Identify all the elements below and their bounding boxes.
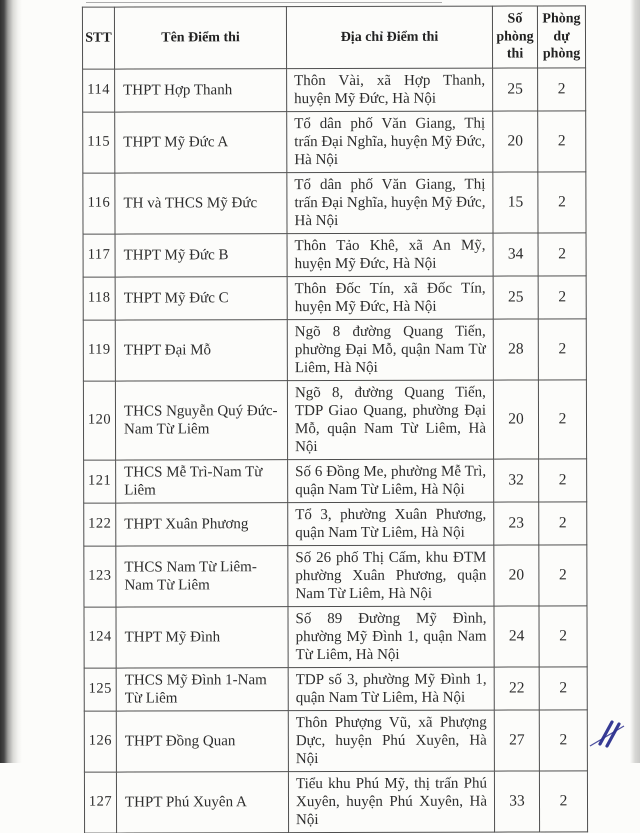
cell-address: Tổ 3, phường Xuân Phương, quận Nam Từ Li… xyxy=(287,501,494,546)
cell-rooms: 27 xyxy=(494,709,540,771)
scan-edge-right xyxy=(630,0,640,763)
cell-name: THCS Mễ Trì-Nam Từ Liêm xyxy=(115,459,288,503)
cell-address: Tổ dân phố Văn Giang, Thị trấn Đại Nghĩa… xyxy=(286,110,493,173)
cell-backup: 2 xyxy=(538,605,588,667)
cell-rooms: 20 xyxy=(493,544,539,606)
cell-address: Ngõ 8 đường Quang Tiến, phường Đại Mỗ, q… xyxy=(287,318,494,381)
table-row: 114 THPT Hợp Thanh Thôn Vài, xã Hợp Thanh,… xyxy=(82,67,586,112)
cell-address: Thôn Vài, xã Hợp Thanh, huyện Mỹ Đức, Hà… xyxy=(286,67,493,112)
exam-sites-table: STT Tên Điểm thi Địa chỉ Điểm thi Số phò… xyxy=(82,5,588,833)
cell-rooms: 33 xyxy=(494,770,540,832)
table-row: 122 THPT Xuân Phương Tổ 3, phường Xuân Phư… xyxy=(83,501,587,546)
col-header-rooms: Số phòng thi xyxy=(492,5,538,68)
cell-stt: 115 xyxy=(82,111,115,173)
cell-rooms: 25 xyxy=(493,275,539,319)
table-row: 120 THCS Nguyễn Quý Đức-Nam Từ Liêm Ngõ 8,… xyxy=(83,379,587,460)
cell-name: THPT Phú Xuyên A xyxy=(116,771,289,833)
cell-stt: 119 xyxy=(83,319,116,381)
cell-backup: 2 xyxy=(539,709,588,771)
cell-address: Tiểu khu Phú Mỹ, thị trấn Phú Xuyên, huy… xyxy=(288,770,495,833)
cell-name: THPT Mỹ Đức B xyxy=(115,233,288,277)
cell-stt: 121 xyxy=(83,459,116,503)
cell-stt: 123 xyxy=(83,545,116,607)
cell-stt: 116 xyxy=(82,172,116,234)
col-header-name: Tên Điểm thi xyxy=(114,6,287,69)
header-row: STT Tên Điểm thi Địa chỉ Điểm thi Số phò… xyxy=(82,5,586,69)
col-header-backup: Phòng dự phòng xyxy=(537,5,586,68)
cell-rooms: 22 xyxy=(494,666,540,710)
cell-backup: 2 xyxy=(537,67,586,111)
cell-backup: 2 xyxy=(539,770,588,832)
cell-name: THCS Nguyễn Quý Đức-Nam Từ Liêm xyxy=(115,380,288,460)
scan-edge-left xyxy=(0,0,22,763)
cell-rooms: 25 xyxy=(492,67,538,111)
table-row: 118 THPT Mỹ Đức C Thôn Đốc Tín, xã Đốc Tín… xyxy=(83,275,587,320)
col-header-address: Địa chỉ Điểm thi xyxy=(286,6,493,69)
cell-rooms: 24 xyxy=(493,605,540,667)
cell-name: THPT Mỹ Đức C xyxy=(115,276,288,320)
cell-name: THCS Mỹ Đình 1-Nam Từ Liêm xyxy=(116,667,289,711)
cell-backup: 2 xyxy=(538,232,587,276)
cell-stt: 120 xyxy=(83,380,116,460)
cell-backup: 2 xyxy=(538,458,587,502)
table-row: 117 THPT Mỹ Đức B Thôn Tảo Khê, xã An Mỹ, … xyxy=(83,232,587,277)
cell-name: TH và THCS Mỹ Đức xyxy=(114,172,288,234)
table-row: 123 THCS Nam Từ Liêm-Nam Từ Liêm Số 26 phố… xyxy=(83,544,587,607)
table-body: 114 THPT Hợp Thanh Thôn Vài, xã Hợp Thanh,… xyxy=(82,67,588,833)
cell-stt: 118 xyxy=(83,276,116,320)
cell-address: Thôn Tảo Khê, xã An Mỹ, huyện Mỹ Đức, Hà… xyxy=(287,232,494,277)
cell-name: THCS Nam Từ Liêm-Nam Từ Liêm xyxy=(115,545,288,607)
cell-address: Số 6 Đồng Me, phường Mễ Trì, quận Nam Từ… xyxy=(287,458,494,503)
cell-rooms: 20 xyxy=(493,379,539,459)
cell-stt: 126 xyxy=(84,710,117,772)
cell-backup: 2 xyxy=(538,379,587,459)
cell-stt: 127 xyxy=(84,771,117,833)
table-row: 121 THCS Mễ Trì-Nam Từ Liêm Số 6 Đồng Me, … xyxy=(83,458,587,503)
cell-backup: 2 xyxy=(538,318,587,380)
col-header-stt: STT xyxy=(82,7,115,69)
cell-address: Ngõ 8, đường Quang Tiến, TDP Giao Quang,… xyxy=(287,379,494,460)
table-row: 124 THPT Mỹ Đình Số 89 Đường Mỹ Đình, phườ… xyxy=(83,605,588,668)
table-row: 116 TH và THCS Mỹ Đức Tổ dân phố Văn Giang… xyxy=(82,171,587,234)
cell-address: Thôn Đốc Tín, xã Đốc Tín, huyện Mỹ Đức, … xyxy=(287,275,494,320)
cell-backup: 2 xyxy=(537,171,587,233)
cell-name: THPT Hợp Thanh xyxy=(114,68,287,112)
cell-rooms: 32 xyxy=(493,458,539,502)
cell-rooms: 23 xyxy=(493,501,539,545)
cell-backup: 2 xyxy=(539,666,588,710)
cell-address: Thôn Phượng Vũ, xã Phượng Dực, huyện Phú… xyxy=(288,709,495,772)
cell-address: Tổ dân phố Văn Giang, Thị trấn Đại Nghĩa… xyxy=(286,171,494,234)
table-row: 125 THCS Mỹ Đình 1-Nam Từ Liêm TDP số 3, p… xyxy=(84,666,588,711)
cell-rooms: 15 xyxy=(492,171,539,233)
cell-address: Số 26 phố Thị Cấm, khu ĐTM phường Xuân P… xyxy=(287,544,494,607)
cell-name: THPT Mỹ Đình xyxy=(115,606,289,668)
handwritten-pen-mark-icon xyxy=(589,720,625,748)
cell-backup: 2 xyxy=(538,544,587,606)
cell-stt: 117 xyxy=(83,233,116,277)
table-row: 119 THPT Đại Mỗ Ngõ 8 đường Quang Tiến, ph… xyxy=(83,318,587,381)
cell-name: THPT Đại Mỗ xyxy=(115,319,288,381)
table-row: 115 THPT Mỹ Đức A Tổ dân phố Văn Giang, Th… xyxy=(82,110,586,173)
cell-stt: 124 xyxy=(83,606,117,668)
cell-stt: 125 xyxy=(84,667,117,711)
cell-backup: 2 xyxy=(538,501,587,545)
cell-address: TDP số 3, phường Mỹ Đình 1, quận Nam Từ … xyxy=(288,666,495,711)
cell-backup: 2 xyxy=(537,110,586,172)
cell-rooms: 34 xyxy=(493,232,539,276)
cell-name: THPT Xuân Phương xyxy=(115,502,288,546)
cell-address: Số 89 Đường Mỹ Đình, phường Mỹ Đình 1, q… xyxy=(287,605,495,668)
table-row: 126 THPT Đồng Quan Thôn Phượng Vũ, xã Phượ… xyxy=(84,709,588,772)
table-row: 127 THPT Phú Xuyên A Tiểu khu Phú Mỹ, thị … xyxy=(84,770,588,833)
cell-rooms: 28 xyxy=(493,318,539,380)
cell-backup: 2 xyxy=(538,275,587,319)
cell-name: THPT Mỹ Đức A xyxy=(114,111,287,173)
cell-name: THPT Đồng Quan xyxy=(116,710,289,772)
scan-artifact-line xyxy=(86,2,442,3)
cell-rooms: 20 xyxy=(492,110,538,172)
cell-stt: 122 xyxy=(83,502,116,546)
cell-stt: 114 xyxy=(82,68,115,112)
